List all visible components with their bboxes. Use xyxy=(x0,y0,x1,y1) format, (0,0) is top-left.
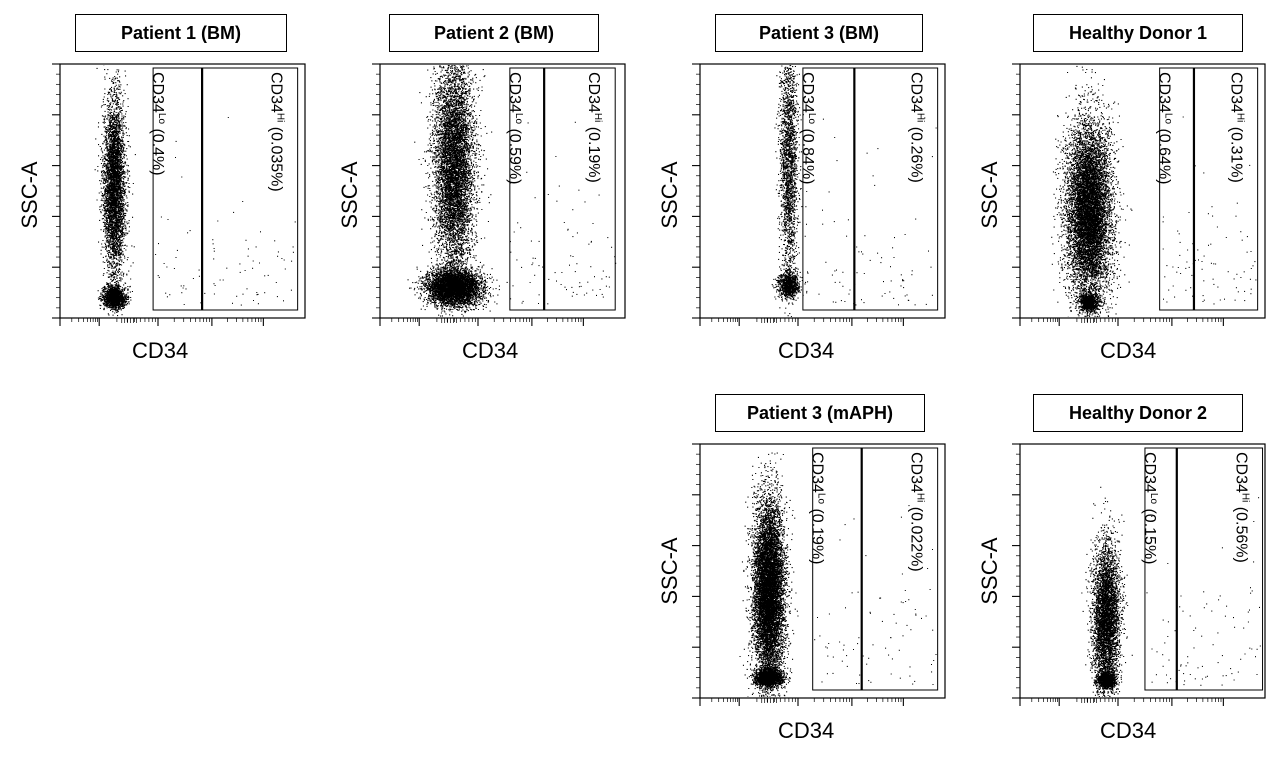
event-dots xyxy=(1047,48,1257,383)
scatter-points xyxy=(95,40,296,343)
gate-label-sup: Lo xyxy=(816,493,827,505)
panel-title: Patient 3 (mAPH) xyxy=(715,394,925,432)
gate-label-lo: CD34Lo (0.4%) xyxy=(149,72,167,176)
gate-label-pct: (0.4%) xyxy=(149,124,166,176)
scatter-plot: CD34Lo (0.59%)CD34Hi (0.19%) xyxy=(360,58,630,333)
gate-label-sup: Lo xyxy=(1163,113,1174,125)
scatter-plot: CD34Lo (0.4%)CD34Hi (0.035%) xyxy=(40,58,310,333)
gate-label-name: CD34 xyxy=(149,72,166,113)
scatter-plot: CD34Lo (0.19%)CD34Hi (0.022%) xyxy=(680,438,950,713)
gate-label-pct: (0.31%) xyxy=(1228,122,1245,182)
scatter-plot: CD34Lo (0.64%)CD34Hi (0.31%) xyxy=(1000,58,1270,333)
y-axis-ticks xyxy=(692,64,700,318)
x-axis-ticks xyxy=(380,318,583,326)
x-axis-ticks xyxy=(700,318,903,326)
gate-label-lo: CD34Lo (0.84%) xyxy=(799,72,817,185)
gate-label-name: CD34 xyxy=(799,72,816,113)
gate-label-name: CD34 xyxy=(506,72,523,113)
gate-label-lo: CD34Lo (0.19%) xyxy=(809,452,827,565)
y-axis-label: SSC-A xyxy=(977,531,1003,611)
y-axis-ticks xyxy=(692,444,700,698)
panel-title: Patient 2 (BM) xyxy=(389,14,599,52)
panel-title: Healthy Donor 1 xyxy=(1033,14,1243,52)
y-axis-ticks xyxy=(1012,64,1020,318)
gate-label-sup: Lo xyxy=(1148,493,1159,505)
event-dots xyxy=(408,0,617,373)
gate-label-sup: Hi xyxy=(915,493,926,502)
gate-label-lo: CD34Lo (0.59%) xyxy=(506,72,524,185)
x-axis-label: CD34 xyxy=(1100,718,1156,744)
gate-label-lo: CD34Lo (0.15%) xyxy=(1141,452,1159,565)
gate-label-sup: Hi xyxy=(275,113,286,122)
panel-title: Patient 1 (BM) xyxy=(75,14,287,52)
x-axis-label: CD34 xyxy=(1100,338,1156,364)
gate-label-name: CD34 xyxy=(1233,452,1250,493)
gate-label-name: CD34 xyxy=(809,452,826,493)
gate-label-pct: (0.15%) xyxy=(1141,504,1158,564)
gate-label-sup: Hi xyxy=(592,113,603,122)
gate-label-pct: (0.19%) xyxy=(585,122,602,182)
scatter-plot: CD34Lo (0.15%)CD34Hi (0.56%) xyxy=(1000,438,1270,713)
gate-label-sup: Lo xyxy=(156,113,167,125)
gate-label-pct: (0.84%) xyxy=(799,124,816,184)
gate-label-sup: Hi xyxy=(1235,113,1246,122)
gate-label-hi: CD34Hi (0.31%) xyxy=(1228,72,1246,183)
gate-label-name: CD34 xyxy=(1228,72,1245,113)
scatter-plot: CD34Lo (0.84%)CD34Hi (0.26%) xyxy=(680,58,950,333)
y-axis-label: SSC-A xyxy=(337,155,363,235)
gate-label-name: CD34 xyxy=(908,72,925,113)
gate-label-hi: CD34Hi (0.035%) xyxy=(268,72,286,192)
gate-cd34-hi xyxy=(862,448,938,690)
gate-label-hi: CD34Hi (0.26%) xyxy=(908,72,926,183)
y-axis-ticks xyxy=(372,64,380,318)
gate-label-hi: CD34Hi (0.022%) xyxy=(908,452,926,572)
gate-label-pct: (0.26%) xyxy=(908,122,925,182)
gate-label-pct: (0.56%) xyxy=(1233,502,1250,562)
event-dots xyxy=(740,424,937,759)
x-axis-label: CD34 xyxy=(132,338,188,364)
y-axis-label: SSC-A xyxy=(657,531,683,611)
panel-title: Patient 3 (BM) xyxy=(715,14,923,52)
panel-title: Healthy Donor 2 xyxy=(1033,394,1243,432)
x-axis-label: CD34 xyxy=(778,338,834,364)
gate-label-name: CD34 xyxy=(268,72,285,113)
gate-label-hi: CD34Hi (0.56%) xyxy=(1233,452,1251,563)
x-axis-ticks xyxy=(1020,698,1223,706)
y-axis-label: SSC-A xyxy=(657,155,683,235)
x-axis-label: CD34 xyxy=(462,338,518,364)
x-axis-ticks xyxy=(700,698,903,706)
x-axis-ticks xyxy=(1020,318,1223,326)
gate-label-sup: Hi xyxy=(1240,493,1251,502)
x-axis-label: CD34 xyxy=(778,718,834,744)
gate-label-pct: (0.59%) xyxy=(506,124,523,184)
scatter-points xyxy=(740,424,937,759)
gate-label-pct: (0.19%) xyxy=(809,504,826,564)
y-axis-label: SSC-A xyxy=(17,155,43,235)
gate-label-sup: Hi xyxy=(915,113,926,122)
gate-label-name: CD34 xyxy=(908,452,925,493)
gate-label-sup: Lo xyxy=(513,113,524,125)
y-axis-ticks xyxy=(52,64,60,318)
gate-label-hi: CD34Hi (0.19%) xyxy=(585,72,603,183)
gate-label-pct: (0.64%) xyxy=(1156,124,1173,184)
scatter-points xyxy=(1047,48,1257,383)
gate-label-pct: (0.022%) xyxy=(908,502,925,571)
y-axis-ticks xyxy=(1012,444,1020,698)
gate-label-name: CD34 xyxy=(585,72,602,113)
gate-label-lo: CD34Lo (0.64%) xyxy=(1156,72,1174,185)
gate-label-sup: Lo xyxy=(806,113,817,125)
x-axis-ticks xyxy=(60,318,263,326)
scatter-points xyxy=(408,0,617,373)
gate-label-name: CD34 xyxy=(1141,452,1158,493)
gate-label-pct: (0.035%) xyxy=(268,122,285,191)
event-dots xyxy=(95,40,296,343)
gate-cd34-hi xyxy=(1194,68,1258,310)
y-axis-label: SSC-A xyxy=(977,155,1003,235)
gate-cd34-hi xyxy=(544,68,615,310)
gate-label-name: CD34 xyxy=(1156,72,1173,113)
